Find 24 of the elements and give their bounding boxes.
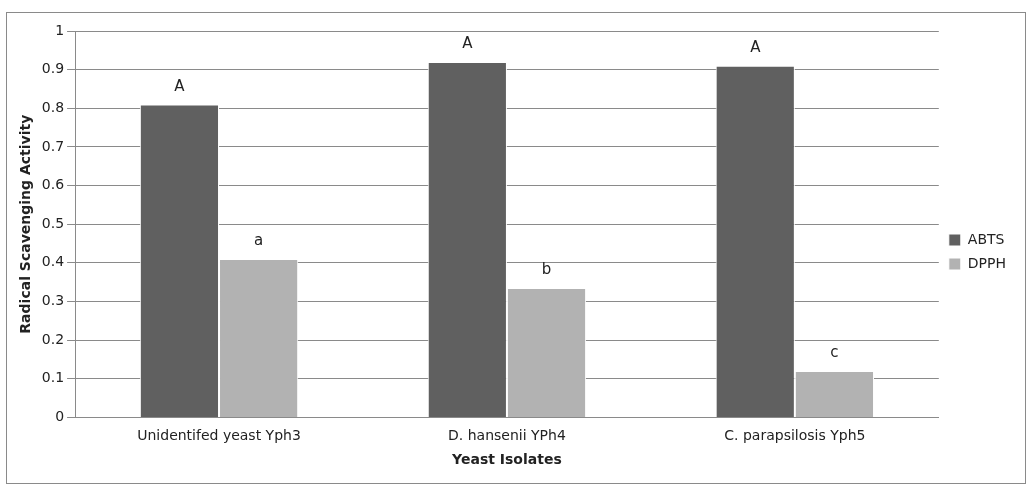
y-axis-title: Radical Scavenging Activity xyxy=(17,114,34,334)
annotation: A xyxy=(750,38,762,57)
x-tick-label: Unidentifed yeast Yph3 xyxy=(137,427,301,444)
y-tick-label: 0.6 xyxy=(41,176,65,193)
y-tick-label: 0 xyxy=(55,408,65,425)
x-axis-title: Yeast Isolates xyxy=(451,451,562,468)
y-tick-label: 0.1 xyxy=(41,369,65,386)
legend-label: ABTS xyxy=(967,230,1005,247)
annotation: b xyxy=(541,260,552,279)
annotation: A xyxy=(174,76,186,95)
y-tick-label: 0.9 xyxy=(41,60,65,77)
annotation: c xyxy=(830,343,839,362)
y-tick-label: 0.7 xyxy=(41,137,65,154)
annotation: a xyxy=(254,231,264,250)
x-tick-label: D. hansenii YPh4 xyxy=(448,427,566,444)
y-tick-label: 0.8 xyxy=(41,98,65,115)
y-tick-label: 0.2 xyxy=(41,330,65,347)
y-tick-label: 0.4 xyxy=(41,253,65,270)
legend-label: DPPH xyxy=(967,254,1007,271)
y-tick-label: 0.3 xyxy=(41,292,65,309)
y-tick-label: 1 xyxy=(55,21,65,38)
annotation: A xyxy=(462,34,474,53)
y-tick-label: 0.5 xyxy=(41,214,65,231)
x-tick-label: C. parapsilosis Yph5 xyxy=(724,427,866,444)
